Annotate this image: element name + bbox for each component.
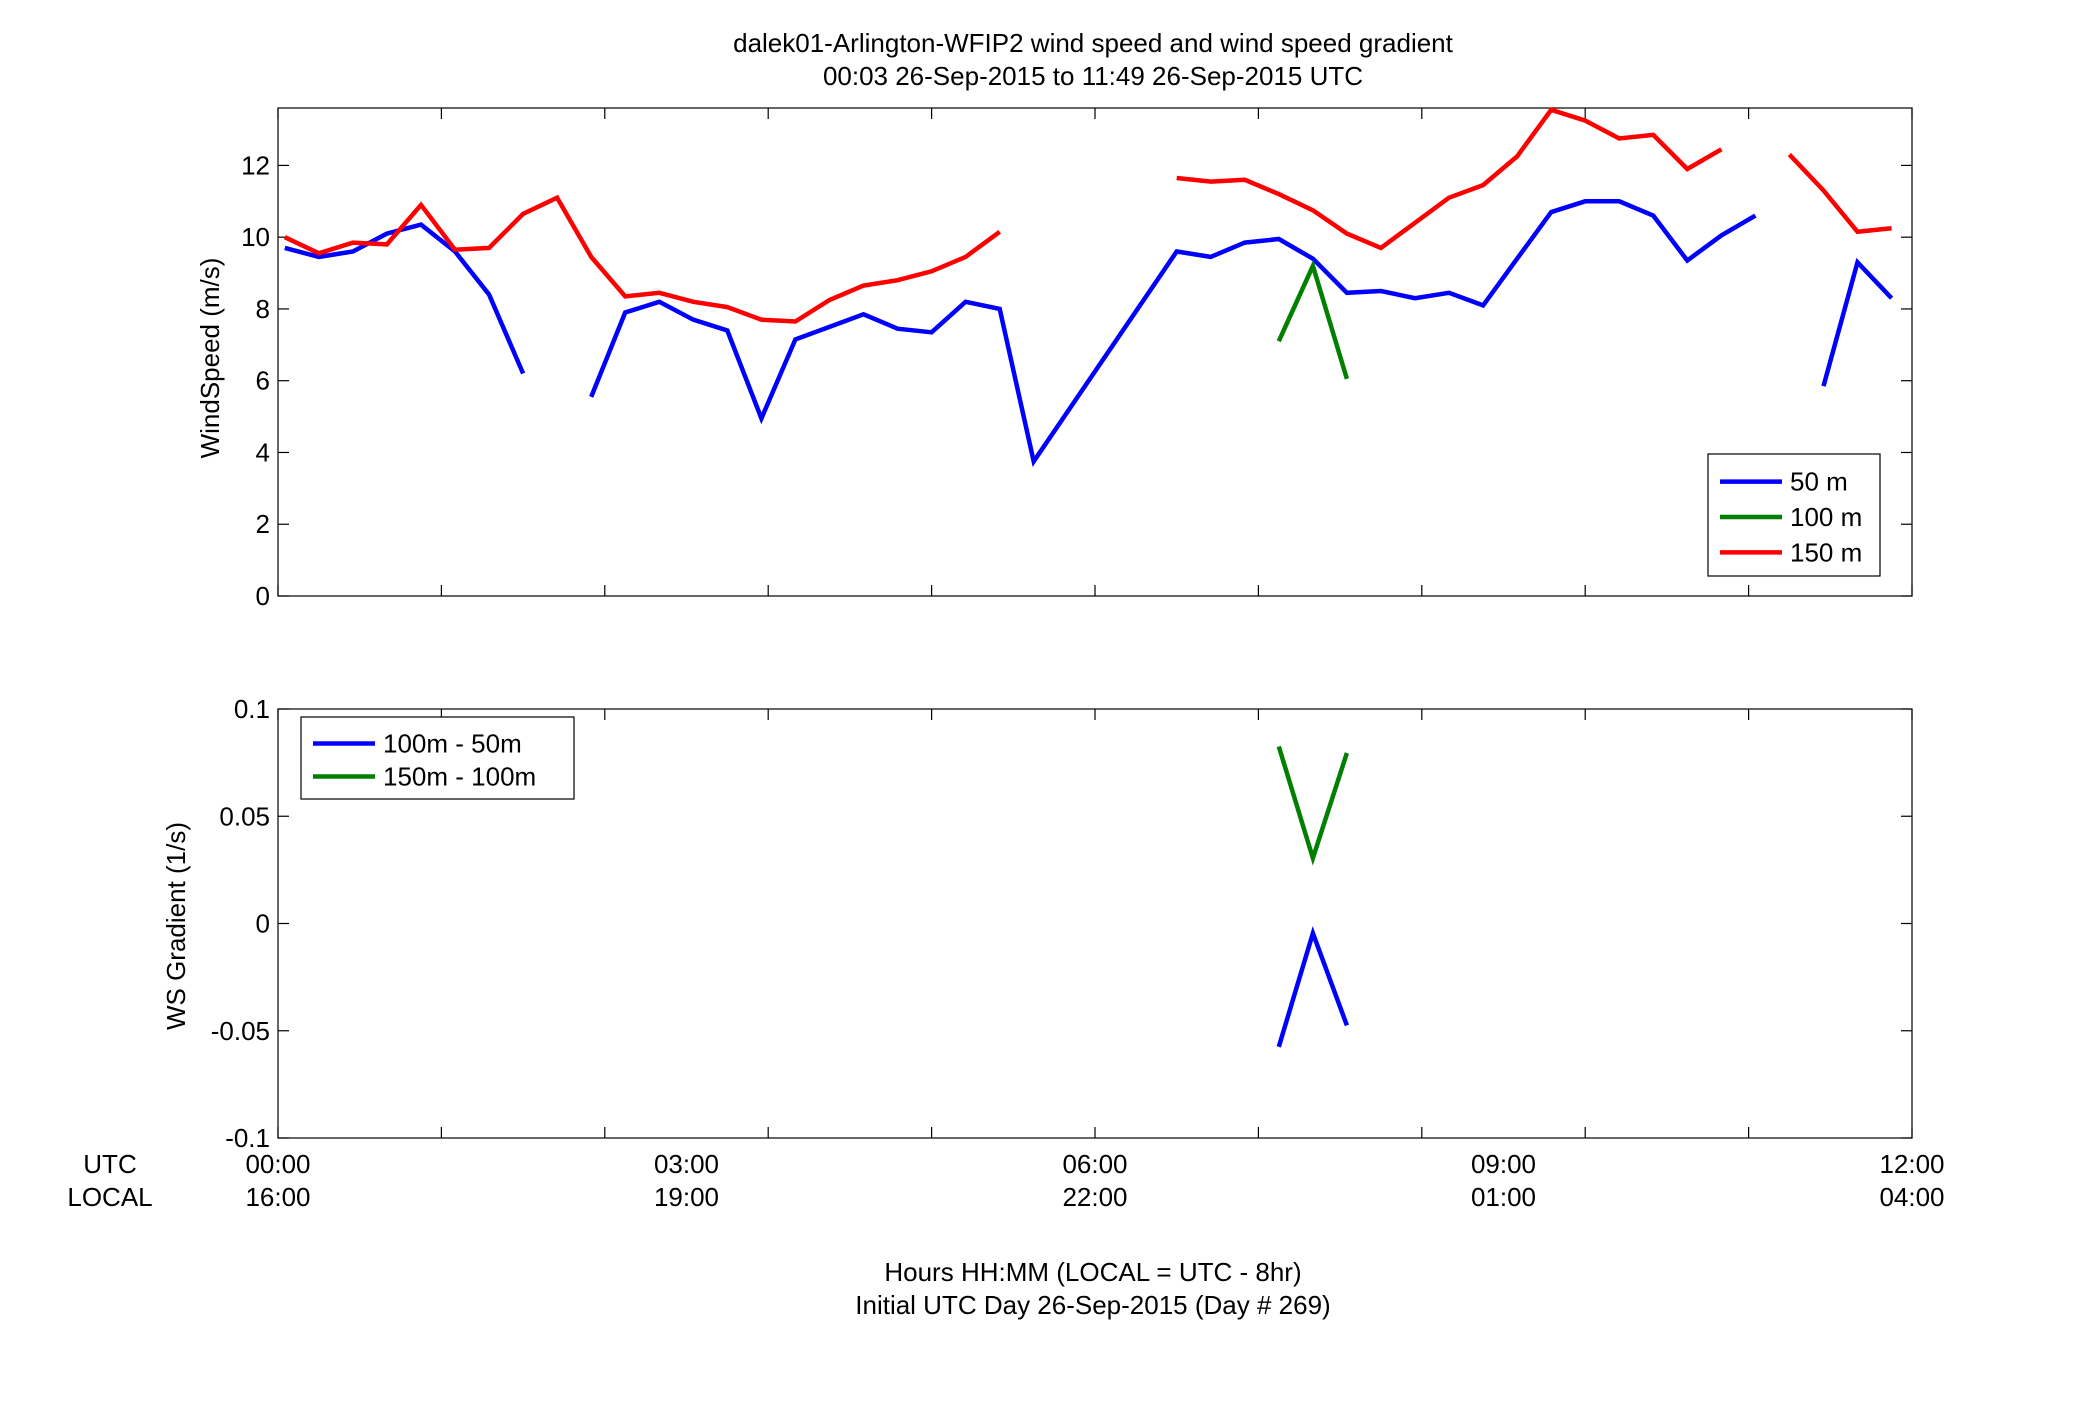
utc-tick-label: 09:00 [1471, 1149, 1536, 1179]
y-tick-label: 8 [256, 294, 270, 324]
local-row-label: LOCAL [67, 1182, 152, 1212]
legend: 50 m 100 m 150 m [1707, 453, 1881, 577]
local-tick-label: 22:00 [1062, 1182, 1127, 1212]
series-line-100-m [1276, 259, 1350, 380]
series-line-50-m [589, 199, 1757, 467]
local-tick-label: 01:00 [1471, 1182, 1536, 1212]
y-tick-label: 12 [241, 150, 270, 180]
local-tick-label: 16:00 [245, 1182, 310, 1212]
utc-tick-label: 12:00 [1879, 1149, 1944, 1179]
series-line-100m-50m [1276, 926, 1350, 1048]
legend-label: 150m - 100m [383, 762, 536, 792]
legend-box [300, 716, 575, 800]
legend-label: 100 m [1790, 502, 1862, 532]
series-line-150-m [1176, 107, 1723, 251]
gradient-panel: WS Gradient (1/s) -0.1 -0.05 0 0.05 0.1 100m … [161, 694, 1913, 1153]
series-line-150-m [1787, 153, 1892, 235]
y-tick-label: 0 [256, 909, 270, 939]
wind-speed-y-axis-label: WindSpeed (m/s) [195, 258, 225, 459]
series-line-150-m [283, 194, 1002, 324]
local-tick-label: 04:00 [1879, 1182, 1944, 1212]
figure-title-line1: dalek01-Arlington-WFIP2 wind speed and w… [733, 28, 1454, 58]
utc-tick-label: 06:00 [1062, 1149, 1127, 1179]
series-line-150m-100m [1276, 745, 1350, 866]
y-tick-label: 10 [241, 222, 270, 252]
legend-label: 100m - 50m [383, 729, 522, 759]
figure-title-line2: 00:03 26-Sep-2015 to 11:49 26-Sep-2015 U… [823, 61, 1363, 91]
series-line-50-m [1821, 257, 1894, 387]
y-tick-label: 2 [256, 509, 270, 539]
y-tick-label: 0.05 [219, 801, 270, 831]
y-tick-label: 0.1 [234, 694, 270, 724]
gradient-y-axis-label: WS Gradient (1/s) [161, 822, 191, 1030]
utc-tick-label: 00:00 [245, 1149, 310, 1179]
local-tick-label: 19:00 [654, 1182, 719, 1212]
y-tick-label: 6 [256, 366, 270, 396]
utc-tick-label: 03:00 [654, 1149, 719, 1179]
y-tick-label: -0.05 [211, 1016, 270, 1046]
legend-label: 50 m [1790, 467, 1848, 497]
y-tick-label: 0 [256, 581, 270, 611]
series-line-50-m [284, 222, 526, 375]
y-tick-label: -0.1 [225, 1123, 270, 1153]
x-axis-caption-day: Initial UTC Day 26-Sep-2015 (Day # 269) [855, 1290, 1330, 1320]
y-tick-label: 4 [256, 437, 270, 467]
legend-label: 150 m [1790, 537, 1862, 567]
x-axis-caption: Hours HH:MM (LOCAL = UTC - 8hr) [884, 1257, 1301, 1287]
utc-row-label: UTC [83, 1149, 136, 1179]
wind-speed-panel: WindSpeed (m/s) 0 2 4 6 8 10 12 50 m 100 m 150 m [195, 107, 1913, 611]
